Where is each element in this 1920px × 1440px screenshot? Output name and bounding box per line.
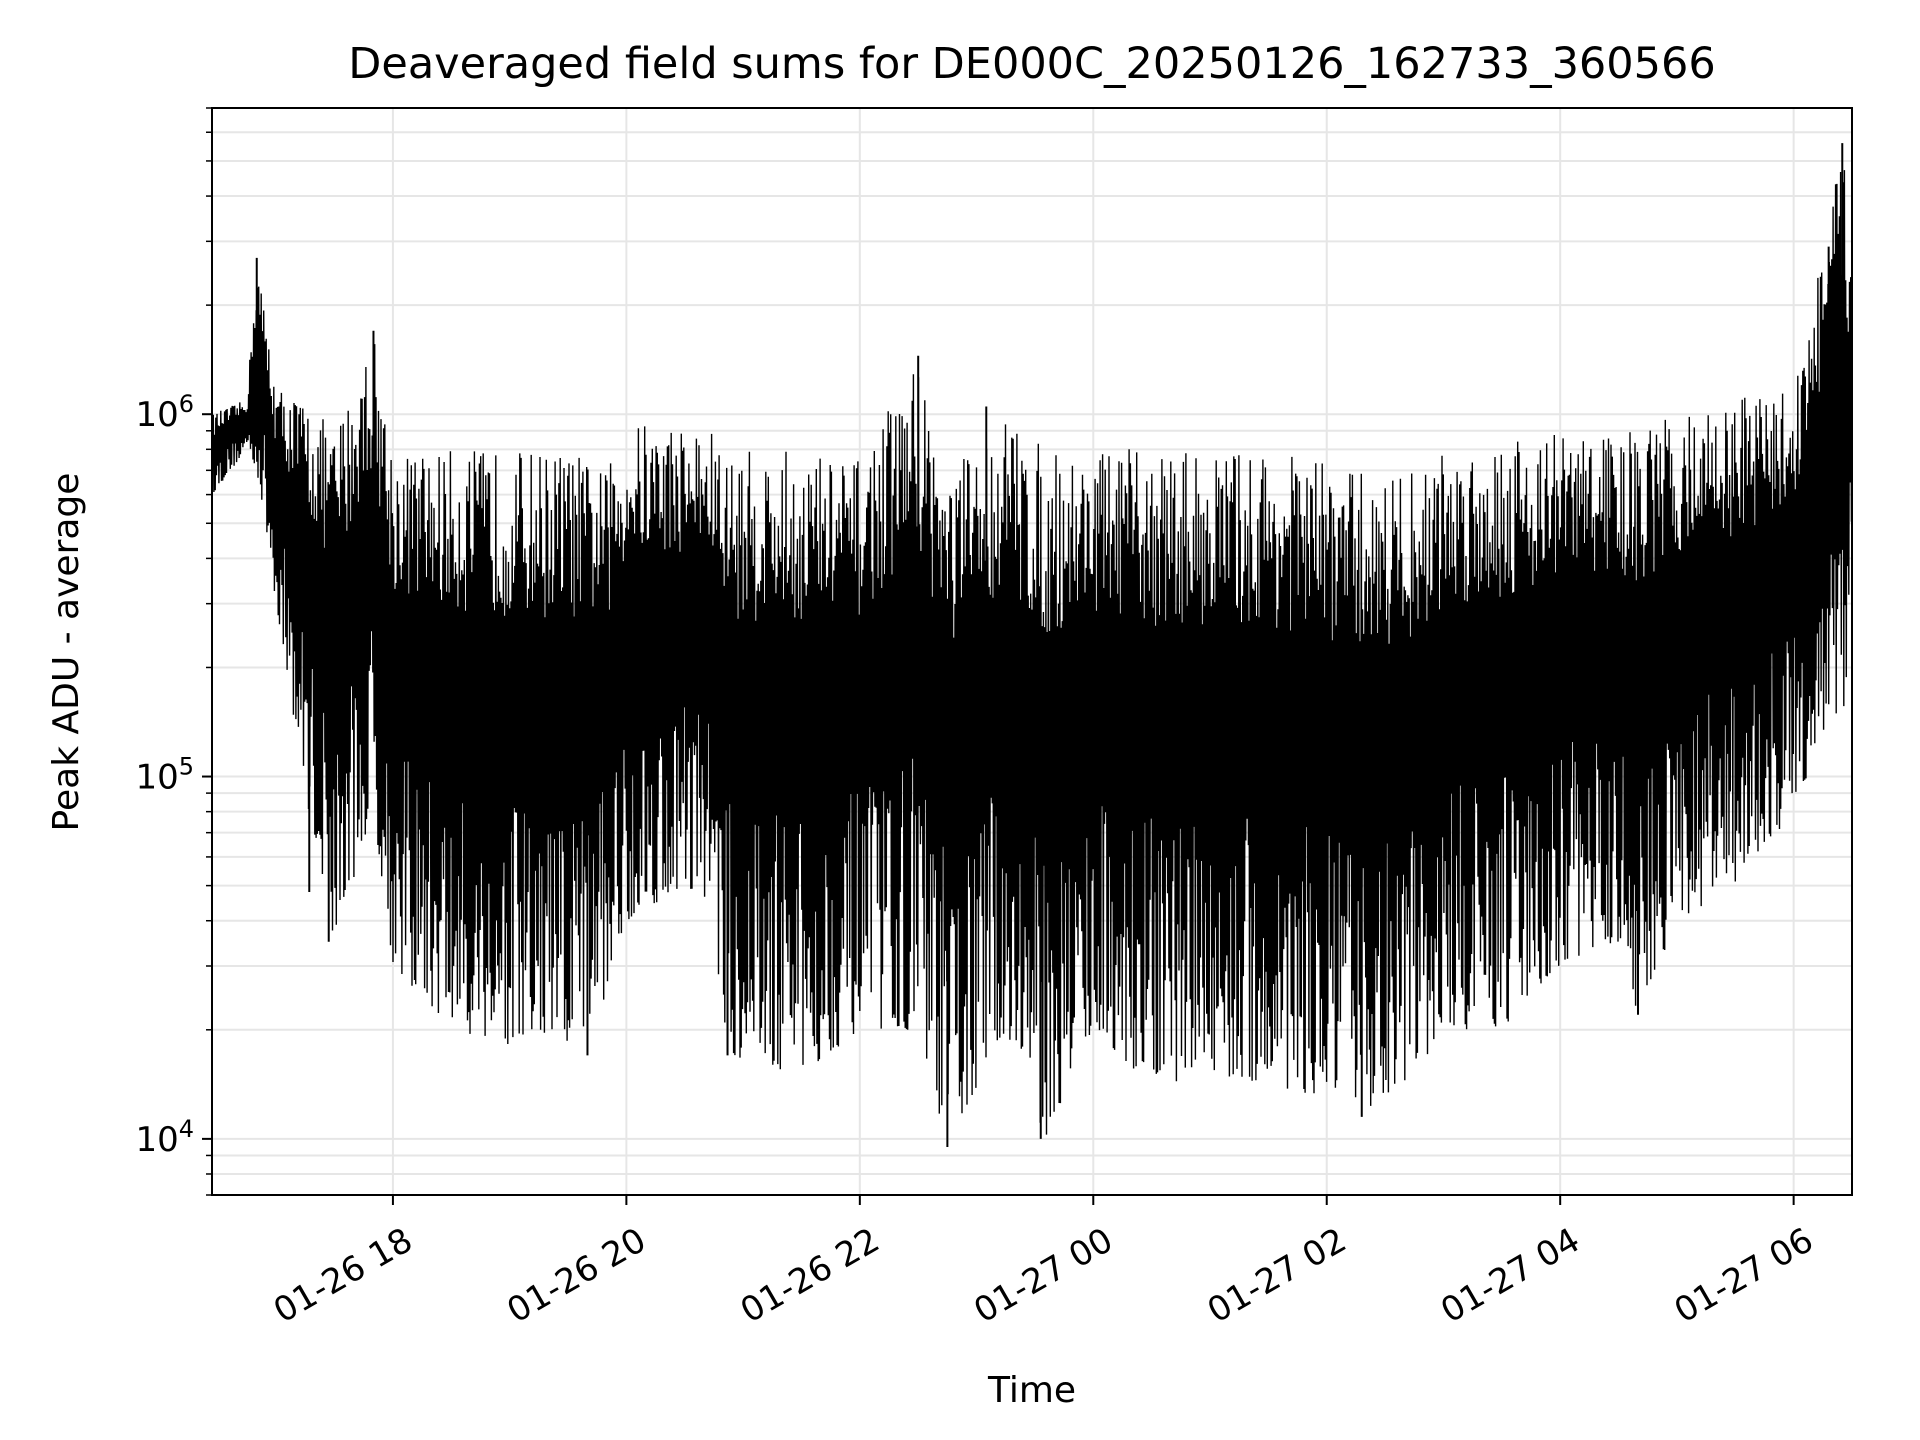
chart-title: Deaveraged field sums for DE000C_2025012… — [348, 39, 1715, 89]
y-axis-label: Peak ADU - average — [46, 473, 87, 832]
y-tick-label: 105 — [135, 753, 194, 798]
series-line — [211, 170, 1853, 1135]
x-axis-label: Time — [987, 1370, 1076, 1411]
plot-frame — [211, 107, 1853, 1196]
data-series — [211, 143, 1853, 1147]
y-axis: 104 105 106 — [135, 107, 212, 1196]
y-tick-label: 106 — [135, 390, 194, 435]
y-tick-label: 104 — [135, 1115, 194, 1160]
